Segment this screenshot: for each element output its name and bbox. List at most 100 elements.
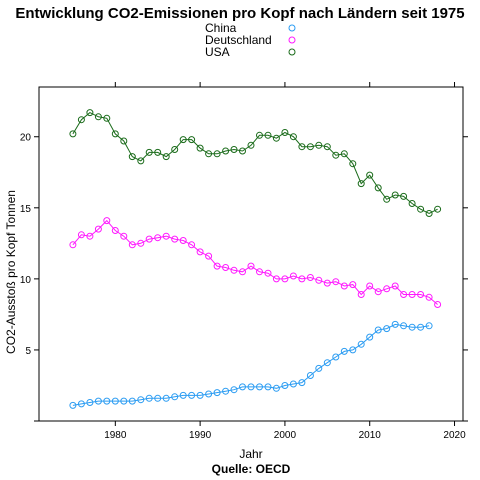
data-point-deutschland	[205, 252, 213, 260]
data-point-china	[205, 390, 213, 398]
data-point-china	[86, 399, 94, 406]
data-point-china	[128, 397, 136, 405]
data-point-usa	[434, 205, 442, 213]
legend-label-china: China	[205, 21, 237, 35]
y-axis: 5 10 15 20	[20, 133, 468, 422]
data-point-china	[264, 383, 272, 391]
data-point-deutschland	[264, 269, 272, 277]
data-point-usa	[205, 150, 213, 158]
data-point-china	[332, 353, 340, 361]
data-point-china	[298, 379, 306, 387]
y-tick-label: 15	[20, 204, 32, 215]
data-point-deutschland	[179, 237, 187, 244]
data-point-deutschland	[154, 234, 162, 242]
legend-marker-china	[288, 24, 296, 32]
data-point-usa	[222, 147, 230, 155]
data-point-usa	[179, 136, 187, 144]
data-point-deutschland	[289, 272, 297, 280]
data-point-deutschland	[400, 291, 408, 298]
data-point-usa	[256, 131, 263, 139]
data-point-china	[340, 347, 348, 355]
data-point-deutschland	[239, 268, 246, 276]
data-point-deutschland	[272, 275, 280, 283]
x-tick-label: 1980	[104, 430, 127, 441]
data-point-usa	[366, 171, 374, 179]
data-point-china	[306, 372, 314, 379]
data-point-deutschland	[315, 276, 323, 284]
data-point-usa	[239, 147, 246, 155]
data-point-china	[366, 333, 374, 341]
data-point-china	[272, 384, 280, 392]
data-point-usa	[213, 150, 221, 158]
data-point-usa	[86, 109, 94, 117]
data-point-usa	[349, 160, 357, 168]
data-point-deutschland	[196, 248, 204, 256]
data-point-usa	[357, 180, 365, 188]
data-point-china	[111, 397, 119, 405]
data-point-deutschland	[357, 291, 365, 298]
data-point-usa	[145, 148, 153, 156]
series-deutschland	[69, 217, 442, 308]
data-point-usa	[196, 144, 204, 152]
data-point-china	[323, 359, 331, 367]
legend-label-usa: USA	[205, 45, 230, 59]
data-point-deutschland	[171, 235, 179, 243]
data-point-usa	[323, 143, 331, 151]
y-tick-label: 20	[20, 133, 32, 144]
data-point-deutschland	[213, 262, 221, 270]
data-point-usa	[120, 137, 128, 145]
data-point-usa	[128, 153, 136, 161]
data-point-china	[120, 397, 128, 405]
data-point-china	[357, 340, 365, 348]
data-point-china	[239, 383, 246, 391]
data-point-usa	[264, 131, 272, 139]
data-point-deutschland	[230, 266, 238, 274]
data-point-usa	[417, 205, 425, 213]
data-point-deutschland	[306, 274, 314, 281]
data-point-china	[188, 391, 196, 399]
data-point-china	[196, 391, 204, 399]
data-point-usa	[298, 143, 306, 151]
data-point-china	[425, 322, 433, 330]
data-point-china	[222, 387, 230, 395]
data-point-deutschland	[247, 262, 255, 270]
data-point-usa	[315, 141, 323, 149]
data-point-usa	[188, 136, 196, 144]
data-point-deutschland	[366, 282, 374, 290]
data-point-deutschland	[383, 285, 391, 293]
chart-title: Entwicklung CO2-Emissionen pro Kopf nach…	[15, 5, 464, 22]
data-point-deutschland	[340, 282, 348, 290]
data-point-china	[145, 394, 153, 402]
data-point-china	[154, 394, 162, 402]
data-point-usa	[272, 134, 280, 142]
data-point-china	[417, 323, 425, 331]
data-point-china	[230, 386, 238, 394]
data-point-deutschland	[323, 279, 331, 287]
data-point-usa	[111, 130, 119, 138]
data-point-china	[315, 364, 323, 372]
data-point-usa	[425, 210, 433, 217]
data-point-deutschland	[145, 235, 153, 243]
data-point-usa	[383, 195, 391, 203]
data-point-usa	[391, 191, 399, 199]
data-point-usa	[332, 151, 340, 159]
data-point-china	[179, 391, 187, 399]
data-point-china	[391, 320, 399, 328]
data-point-deutschland	[417, 291, 425, 298]
x-tick-label: 2010	[359, 430, 382, 441]
data-point-usa	[400, 192, 408, 200]
data-point-deutschland	[408, 291, 416, 298]
data-point-china	[256, 383, 263, 391]
data-point-deutschland	[374, 288, 382, 296]
data-point-deutschland	[281, 275, 289, 283]
data-point-china	[137, 396, 145, 404]
data-point-usa	[171, 146, 179, 153]
data-point-deutschland	[103, 217, 111, 225]
data-point-usa	[162, 153, 170, 161]
data-point-china	[408, 323, 416, 331]
data-point-china	[94, 397, 102, 405]
x-axis: 1980 1990 2000 2010 2020	[104, 82, 466, 441]
legend-marker-deutschland	[288, 36, 296, 44]
data-point-deutschland	[434, 301, 442, 308]
